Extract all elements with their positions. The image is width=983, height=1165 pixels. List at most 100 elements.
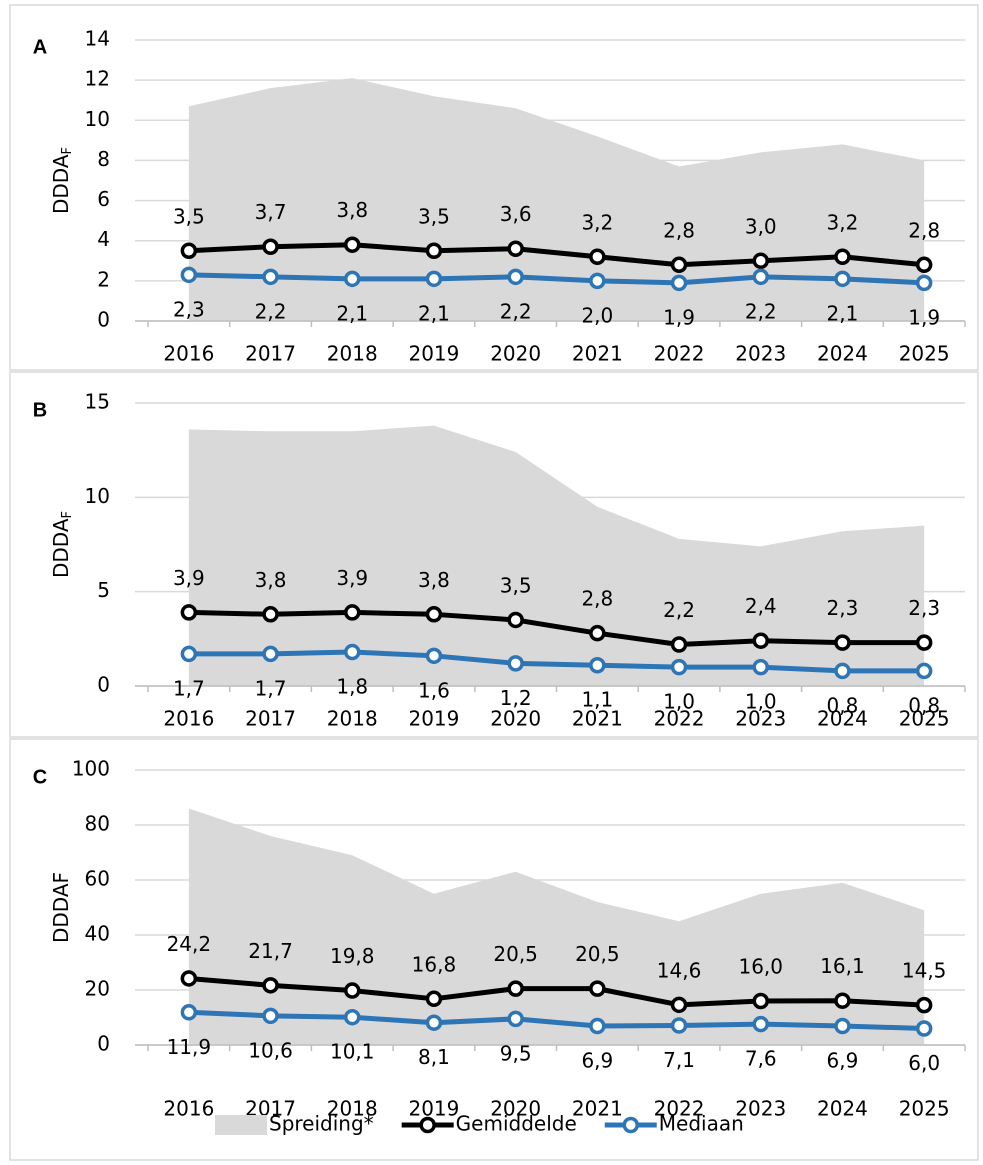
data-label: 3,5 (500, 573, 532, 597)
point-marker (589, 656, 606, 674)
data-label: 6,0 (908, 1051, 940, 1075)
y-axis-label: DDDAF (49, 872, 73, 943)
point-marker (834, 270, 851, 288)
series-line (188, 242, 925, 268)
data-label: 16,8 (412, 952, 457, 976)
x-tick-label: 2020 (490, 707, 541, 731)
spread-area (188, 78, 925, 321)
data-label: 2,3 (827, 596, 859, 620)
point-marker (425, 242, 443, 259)
point-marker (262, 1007, 279, 1025)
point-marker (589, 248, 606, 266)
point-marker (589, 1017, 606, 1035)
point-marker (752, 1015, 769, 1033)
y-axis-label-main: DDDA (49, 154, 73, 214)
point-marker (262, 977, 279, 994)
x-tick-label: 2025 (899, 1097, 950, 1121)
data-label: 1,0 (745, 690, 777, 714)
x-tick-label: 2022 (654, 342, 705, 366)
data-label: 14,6 (657, 958, 702, 982)
data-label: 2,2 (663, 598, 695, 622)
data-label: 3,5 (173, 204, 205, 228)
legend-label: Mediaan (659, 1112, 744, 1136)
data-label: 2,8 (581, 587, 613, 611)
point-marker (425, 1014, 443, 1031)
x-tick-label: 2023 (735, 707, 786, 731)
x-tick-label: 2018 (327, 707, 378, 731)
point-marker (507, 980, 524, 997)
data-label: 21,7 (248, 939, 293, 963)
y-axis-label-main: DDDA (49, 518, 73, 578)
data-label: 3,9 (173, 566, 205, 590)
y-tick-label: 15 (85, 390, 110, 414)
data-label: 2,2 (745, 299, 777, 323)
point-marker (915, 634, 933, 651)
point-marker (262, 606, 279, 623)
data-label: 6,9 (827, 1049, 859, 1073)
point-marker (425, 647, 443, 665)
data-label: 2,2 (500, 299, 532, 323)
data-label: 1,1 (581, 688, 613, 712)
panel-label: A (33, 36, 47, 58)
data-label: 16,1 (820, 954, 865, 978)
y-axis-label: DDDAF (49, 511, 75, 578)
x-tick-label: 2018 (327, 1097, 378, 1121)
x-tick-label: 2020 (490, 1097, 541, 1121)
point-marker (507, 240, 524, 257)
legend-marker (419, 1116, 436, 1134)
data-label: 3,2 (827, 210, 859, 234)
data-label: 2,8 (908, 218, 940, 242)
data-label: 7,1 (663, 1048, 695, 1072)
x-tick-label: 2016 (163, 707, 214, 731)
series-line (188, 609, 925, 647)
point-marker (834, 248, 851, 266)
point-marker (180, 645, 198, 663)
legend-label: Spreiding* (269, 1112, 374, 1136)
y-tick-label: 6 (97, 187, 110, 211)
point-marker (834, 992, 851, 1009)
y-tick-label: 2 (97, 267, 110, 291)
point-marker (262, 645, 279, 663)
data-label: 16,0 (738, 955, 783, 979)
y-tick-label: 10 (85, 484, 110, 508)
x-tick-label: 2017 (245, 707, 296, 731)
legend-marker (622, 1116, 640, 1134)
data-label: 1,9 (663, 305, 695, 329)
point-marker (915, 996, 933, 1014)
x-tick-label: 2025 (899, 707, 950, 731)
point-marker (834, 662, 851, 680)
data-label: 7,6 (745, 1047, 777, 1071)
legend-swatch (215, 1115, 267, 1135)
point-marker (344, 270, 361, 288)
point-marker (507, 611, 524, 629)
x-tick-label: 2018 (327, 342, 378, 366)
data-label: 14,5 (902, 959, 947, 983)
data-label: 11,9 (167, 1035, 212, 1059)
x-tick-label: 2023 (735, 342, 786, 366)
point-marker (425, 270, 443, 288)
point-marker (670, 274, 688, 292)
data-label: 19,8 (330, 944, 375, 968)
data-label: 1,7 (255, 676, 287, 700)
point-marker (752, 632, 769, 649)
x-tick-label: 2022 (654, 707, 705, 731)
panel-frame (9, 738, 979, 1161)
data-label: 20,5 (493, 942, 538, 966)
point-marker (670, 658, 688, 676)
y-tick-label: 14 (85, 27, 110, 51)
x-tick-label: 2019 (408, 707, 459, 731)
data-label: 2,8 (663, 218, 695, 242)
x-tick-label: 2021 (572, 1097, 623, 1121)
data-label: 2,4 (745, 594, 777, 618)
data-label: 3,5 (418, 204, 450, 228)
spread-area (188, 425, 925, 686)
point-marker (752, 268, 769, 286)
data-label: 1,7 (173, 676, 205, 700)
data-label: 20,5 (575, 942, 620, 966)
point-marker (589, 980, 606, 997)
data-label: 3,0 (745, 214, 777, 238)
panel-label: B (33, 399, 47, 421)
point-marker (262, 238, 279, 255)
data-label: 1,6 (418, 678, 450, 702)
